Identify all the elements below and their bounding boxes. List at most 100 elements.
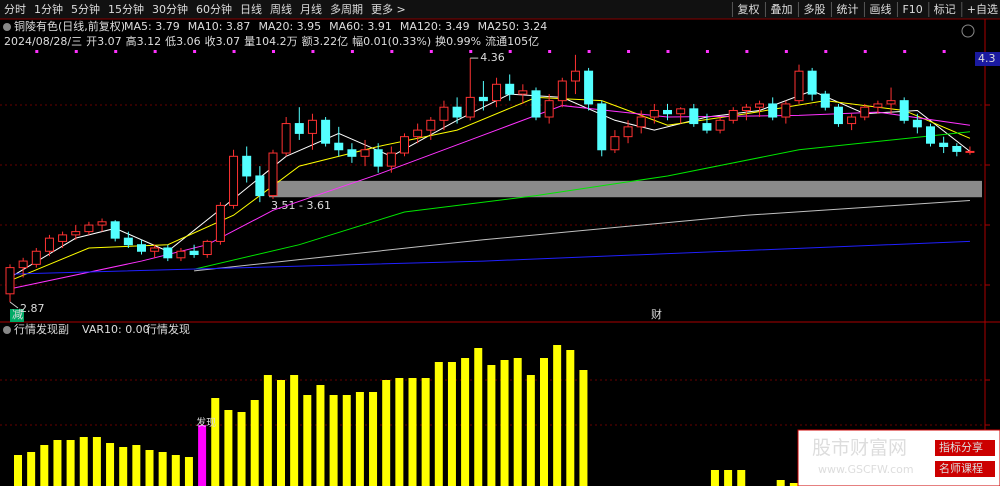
- volume-bar: [119, 447, 128, 486]
- candle-body: [518, 90, 528, 95]
- signal-dot: [824, 50, 828, 53]
- quote-label: 量: [244, 35, 255, 48]
- volume-bar: [487, 365, 496, 486]
- signal-dot: [508, 50, 512, 53]
- candle-body: [492, 83, 502, 102]
- pane-legend: VAR10: 0.00: [82, 323, 150, 336]
- volume-bar: [382, 380, 391, 486]
- volume-bar: [408, 378, 417, 486]
- candle-body: [860, 106, 870, 118]
- candle-body: [413, 129, 423, 138]
- candle-body: [636, 116, 646, 128]
- signal-dot: [705, 50, 709, 53]
- candle-body: [531, 90, 541, 118]
- candle-body: [794, 70, 804, 102]
- quote-label: 高: [126, 34, 137, 48]
- candle-body: [242, 155, 252, 177]
- candle-body: [597, 103, 607, 151]
- period-tab[interactable]: 1分钟: [34, 2, 63, 16]
- toolbar-button[interactable]: +自选: [967, 3, 998, 16]
- signal-dot: [745, 50, 749, 53]
- volume-bar: [79, 437, 88, 486]
- candle-body: [965, 150, 975, 153]
- candle-body: [307, 119, 317, 134]
- price-zone: [269, 180, 982, 198]
- candle-body: [478, 96, 488, 102]
- candle-body: [544, 100, 554, 118]
- watermark-tag: 名师课程: [939, 461, 983, 475]
- price-tag-bg: [975, 52, 1000, 66]
- candle-body: [373, 149, 383, 167]
- volume-bar: [579, 370, 588, 486]
- period-tab[interactable]: 日线: [240, 2, 262, 16]
- quote-label: 低: [165, 35, 176, 48]
- ma-line: [193, 131, 971, 270]
- volume-bar: [237, 412, 246, 486]
- candle-body: [557, 80, 567, 102]
- volume-bar: [395, 378, 404, 486]
- candle-body: [689, 108, 699, 125]
- pane-subtitle: 行情发现: [146, 322, 190, 336]
- candle-body: [321, 119, 331, 144]
- volume-bar: [66, 440, 75, 486]
- volume-bar: [316, 385, 325, 486]
- candle-body: [400, 136, 409, 154]
- close-icon[interactable]: [961, 24, 975, 38]
- candle-body: [676, 108, 686, 115]
- toolbar-button[interactable]: 统计: [836, 3, 858, 16]
- candle-body: [44, 237, 54, 252]
- period-tab[interactable]: 周线: [270, 2, 292, 16]
- period-tab[interactable]: 分时: [4, 3, 26, 16]
- volume-bar: [263, 375, 272, 486]
- quote-value: 3.12: [137, 35, 162, 48]
- candle-body: [702, 123, 712, 131]
- signal-dot: [942, 50, 946, 53]
- volume-bar: [369, 392, 378, 486]
- marker-bg: [10, 309, 24, 322]
- candle-body: [347, 149, 357, 157]
- candle-body: [807, 70, 817, 95]
- candle-body: [755, 103, 765, 108]
- volume-bar: [553, 345, 562, 486]
- signal-label: 发现: [196, 416, 216, 429]
- toolbar-button[interactable]: 叠加: [770, 3, 792, 16]
- quote-label: 收: [205, 34, 216, 48]
- candle-body: [334, 142, 344, 151]
- candle-body: [110, 221, 120, 239]
- volume-bar: [158, 452, 167, 486]
- candle-body: [465, 96, 475, 118]
- period-tab[interactable]: 30分钟: [152, 2, 188, 16]
- toolbar-button[interactable]: 画线: [869, 2, 891, 16]
- volume-bar: [290, 375, 299, 486]
- candle-body: [163, 247, 173, 259]
- candle-body: [5, 267, 15, 295]
- candle-body: [926, 126, 935, 144]
- toolbar-button[interactable]: 多股: [803, 2, 825, 16]
- toolbar-button[interactable]: 复权: [737, 2, 759, 16]
- volume-bar: [342, 395, 351, 486]
- legend-item: MA250: 3.24: [478, 20, 548, 33]
- stock-name: 铜陵有色(日线,前复权): [14, 19, 125, 33]
- period-tab[interactable]: 5分钟: [71, 2, 100, 16]
- volume-bar: [277, 380, 285, 486]
- quote-value: 0.01(0.33%): [363, 35, 431, 48]
- signal-dot: [272, 50, 275, 53]
- period-tab[interactable]: 60分钟: [196, 2, 232, 16]
- volume-bar: [737, 470, 746, 486]
- period-tab[interactable]: 更多 >: [371, 2, 406, 16]
- period-tab[interactable]: 月线: [300, 2, 322, 16]
- volume-bar: [776, 480, 785, 486]
- toolbar-button[interactable]: F10: [902, 3, 922, 16]
- volume-bar: [566, 350, 575, 486]
- candle-body: [505, 83, 515, 95]
- collapse-icon[interactable]: [3, 23, 11, 31]
- period-tab[interactable]: 多周期: [330, 2, 363, 16]
- period-tab[interactable]: 15分钟: [108, 2, 144, 16]
- candle-body: [610, 136, 620, 151]
- signal-dot: [153, 50, 157, 53]
- volume-bar: [14, 455, 22, 486]
- candle-body: [426, 119, 436, 131]
- collapse-icon[interactable]: [3, 326, 11, 334]
- volume-bar: [132, 445, 141, 486]
- toolbar-button[interactable]: 标记: [934, 2, 956, 16]
